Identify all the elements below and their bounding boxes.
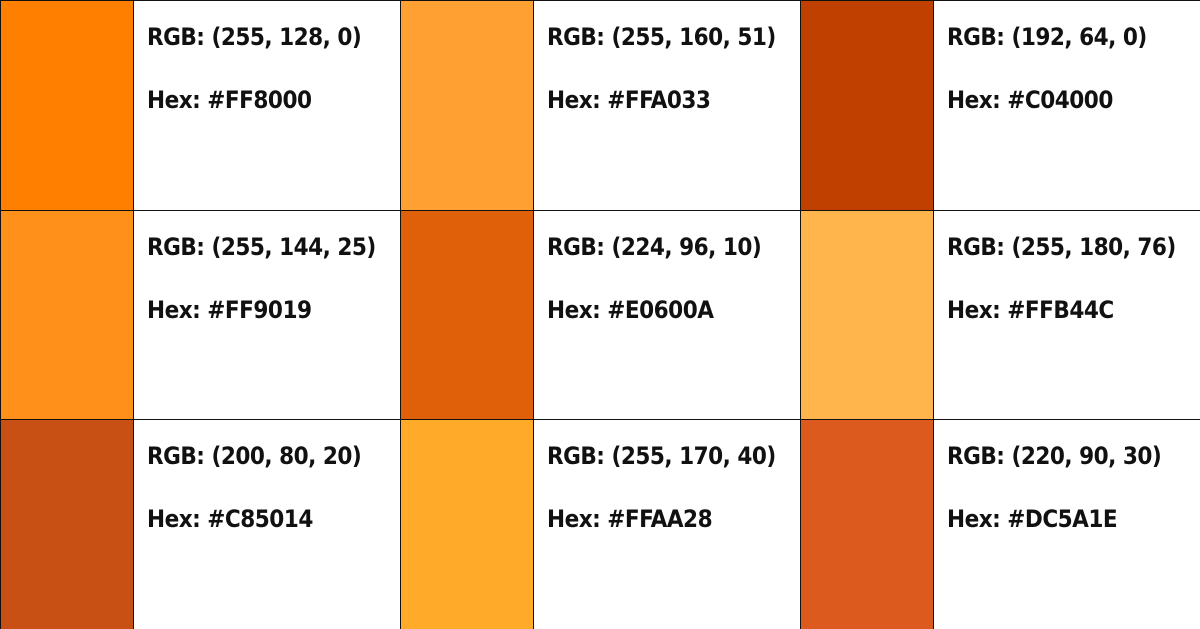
hex-value: Hex: #FFB44C	[947, 296, 1114, 324]
swatch-card: RGB: (255, 180, 76) Hex: #FFB44C	[800, 211, 1200, 419]
swatch-info: RGB: (192, 64, 0) Hex: #C04000	[934, 1, 1200, 210]
swatch-info: RGB: (224, 96, 10) Hex: #E0600A	[534, 211, 800, 419]
color-swatch	[0, 420, 134, 629]
swatch-info: RGB: (255, 170, 40) Hex: #FFAA28	[534, 420, 800, 629]
rgb-value: RGB: (255, 180, 76)	[947, 233, 1176, 261]
rgb-value: RGB: (200, 80, 20)	[147, 442, 362, 470]
color-swatch	[0, 211, 134, 419]
rgb-value: RGB: (255, 170, 40)	[547, 442, 776, 470]
swatch-info: RGB: (255, 180, 76) Hex: #FFB44C	[934, 211, 1200, 419]
rgb-value: RGB: (220, 90, 30)	[947, 442, 1162, 470]
swatch-row: RGB: (255, 128, 0) Hex: #FF8000 RGB: (25…	[0, 1, 1200, 211]
swatch-info: RGB: (200, 80, 20) Hex: #C85014	[134, 420, 400, 629]
rgb-value: RGB: (192, 64, 0)	[947, 23, 1147, 51]
rgb-value: RGB: (224, 96, 10)	[547, 233, 762, 261]
swatch-info: RGB: (255, 128, 0) Hex: #FF8000	[134, 1, 400, 210]
hex-value: Hex: #FF8000	[147, 86, 312, 114]
rgb-value: RGB: (255, 128, 0)	[147, 23, 362, 51]
color-swatch	[400, 1, 534, 210]
swatch-info: RGB: (220, 90, 30) Hex: #DC5A1E	[934, 420, 1200, 629]
hex-value: Hex: #FFAA28	[547, 505, 713, 533]
rgb-value: RGB: (255, 160, 51)	[547, 23, 776, 51]
hex-value: Hex: #FFA033	[547, 86, 711, 114]
color-swatch	[800, 1, 934, 210]
hex-value: Hex: #C04000	[947, 86, 1113, 114]
swatch-row: RGB: (255, 144, 25) Hex: #FF9019 RGB: (2…	[0, 211, 1200, 420]
hex-value: Hex: #DC5A1E	[947, 505, 1118, 533]
swatch-info: RGB: (255, 144, 25) Hex: #FF9019	[134, 211, 400, 419]
swatch-info: RGB: (255, 160, 51) Hex: #FFA033	[534, 1, 800, 210]
color-swatch	[400, 420, 534, 629]
swatch-row: RGB: (200, 80, 20) Hex: #C85014 RGB: (25…	[0, 420, 1200, 629]
swatch-card: RGB: (255, 170, 40) Hex: #FFAA28	[400, 420, 800, 629]
swatch-card: RGB: (220, 90, 30) Hex: #DC5A1E	[800, 420, 1200, 629]
hex-value: Hex: #C85014	[147, 505, 313, 533]
color-swatch	[800, 420, 934, 629]
hex-value: Hex: #FF9019	[147, 296, 312, 324]
hex-value: Hex: #E0600A	[547, 296, 714, 324]
swatch-card: RGB: (255, 128, 0) Hex: #FF8000	[0, 1, 400, 210]
color-swatch	[0, 1, 134, 210]
swatch-card: RGB: (200, 80, 20) Hex: #C85014	[0, 420, 400, 629]
swatch-card: RGB: (255, 160, 51) Hex: #FFA033	[400, 1, 800, 210]
color-swatch	[800, 211, 934, 419]
swatch-card: RGB: (224, 96, 10) Hex: #E0600A	[400, 211, 800, 419]
rgb-value: RGB: (255, 144, 25)	[147, 233, 376, 261]
swatch-card: RGB: (255, 144, 25) Hex: #FF9019	[0, 211, 400, 419]
color-swatch	[400, 211, 534, 419]
swatch-card: RGB: (192, 64, 0) Hex: #C04000	[800, 1, 1200, 210]
